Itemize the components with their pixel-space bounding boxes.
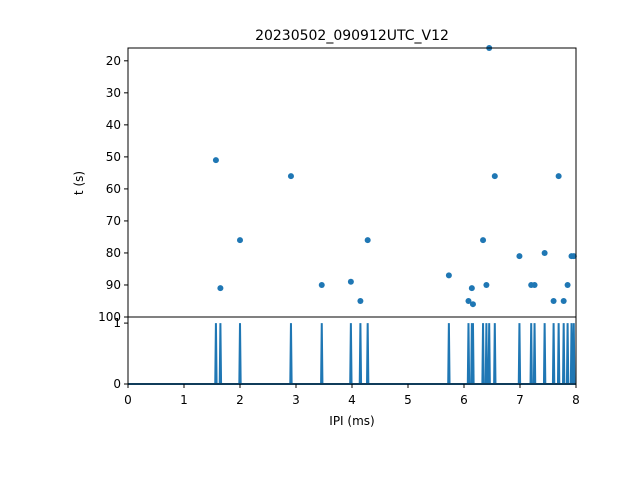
scatter-point <box>217 285 224 292</box>
scatter-point <box>560 297 567 304</box>
scatter-y-axis-label: t (s) <box>72 171 86 195</box>
scatter-y-tick-label: 80 <box>106 246 121 260</box>
scatter-y-tick-label: 50 <box>106 150 121 164</box>
scatter-point <box>483 281 490 288</box>
scatter-point <box>550 297 557 304</box>
ipi-y-ticks: 01 <box>113 316 128 391</box>
scatter-point <box>541 249 548 256</box>
scatter-y-tick-label: 100 <box>98 310 121 324</box>
scatter-point <box>364 237 371 244</box>
ipi-x-tick-label: 3 <box>292 393 300 407</box>
scatter-y-tick-label: 20 <box>106 54 121 68</box>
ipi-x-tick-label: 4 <box>348 393 356 407</box>
scatter-point <box>212 157 219 164</box>
scatter-point <box>570 253 577 260</box>
scatter-points <box>212 45 577 308</box>
scatter-point <box>287 173 294 180</box>
ipi-y-tick-label: 0 <box>113 377 121 391</box>
scatter-point <box>469 301 476 308</box>
scatter-point <box>468 285 475 292</box>
ipi-x-tick-label: 2 <box>236 393 244 407</box>
scatter-y-tick-label: 60 <box>106 182 121 196</box>
scatter-point <box>347 278 354 285</box>
ipi-x-ticks: 0 1 2 3 4 5 6 7 8 <box>124 384 580 407</box>
scatter-point <box>564 281 571 288</box>
scatter-y-ticks: 20 30 40 50 60 70 80 90 100 <box>98 54 128 324</box>
ipi-x-tick-label: 5 <box>404 393 412 407</box>
scatter-point <box>480 237 487 244</box>
scatter-y-tick-label: 30 <box>106 86 121 100</box>
scatter-y-tick-label: 70 <box>106 214 121 228</box>
ipi-x-tick-label: 6 <box>460 393 468 407</box>
scatter-y-tick-label: 90 <box>106 278 121 292</box>
scatter-point <box>516 253 523 260</box>
scatter-point <box>465 297 472 304</box>
ipi-x-tick-label: 0 <box>124 393 132 407</box>
scatter-point <box>555 173 562 180</box>
ipi-x-tick-label: 1 <box>180 393 188 407</box>
ipi-x-tick-label: 7 <box>516 393 524 407</box>
scatter-point <box>445 272 452 279</box>
chart-title: 20230502_090912UTC_V12 <box>255 28 449 44</box>
ipi-x-tick-label: 8 <box>572 393 580 407</box>
scatter-point <box>357 297 364 304</box>
scatter-point <box>491 173 498 180</box>
ipi-x-axis-label: IPI (ms) <box>329 414 374 428</box>
scatter-point <box>531 281 538 288</box>
scatter-point <box>318 281 325 288</box>
scatter-point <box>237 237 243 244</box>
ipi-y-tick-label: 1 <box>113 316 121 330</box>
scatter-y-tick-label: 40 <box>106 118 121 132</box>
